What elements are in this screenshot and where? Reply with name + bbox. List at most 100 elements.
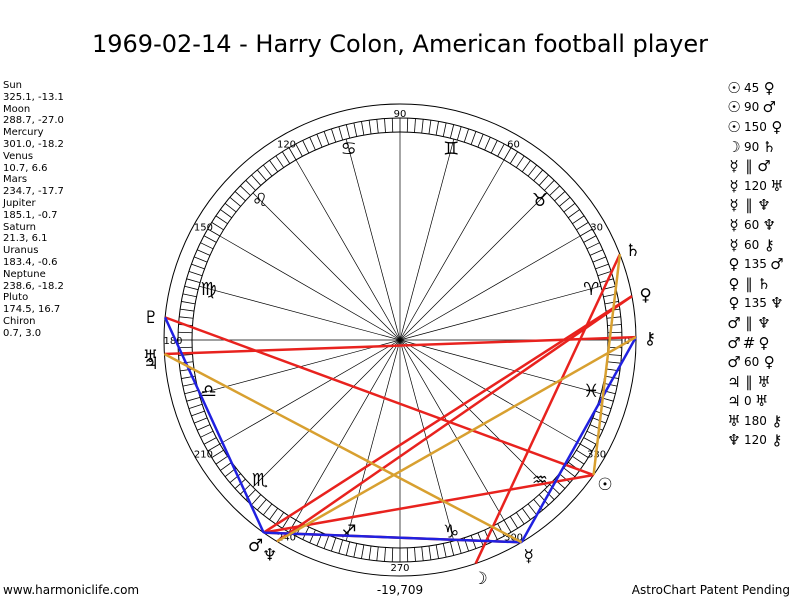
aspect-planet-glyph: ♄ [757,274,771,293]
degree-tick [234,191,246,202]
aspect-planet-glyph: ☉ [727,78,741,97]
patent-notice: AstroChart Patent Pending [631,583,790,597]
degree-tick [515,155,525,168]
degree-tick [456,126,462,141]
radial-line [345,138,401,341]
degree-tick [194,256,208,263]
radial-line [345,339,401,542]
aspect-planet-glyph: ♆ [757,196,771,215]
aspect-line [164,316,594,477]
planet-glyph: ☉ [597,475,612,495]
aspect-row: ☉ 150 ♀ [727,117,784,137]
degree-tick [515,512,525,525]
zodiac-sign-glyph: ♑ [443,521,459,542]
aspect-angle: 90 [744,139,760,154]
degree-tick [207,443,221,452]
degree-tick [282,151,291,164]
degree-tick [589,424,603,431]
degree-tick [184,389,199,395]
degree-label: 60 [507,139,520,150]
aspect-planet-glyph: ♀ [728,255,740,274]
aspect-line [163,316,265,534]
degree-tick [589,249,603,256]
planet-glyph: ☽ [473,569,488,589]
degree-tick [563,203,576,213]
degree-tick [533,169,544,181]
aspect-angle: 120 [744,433,767,448]
degree-tick [184,285,199,291]
zodiac-sign-glyph: ♉ [532,190,548,211]
degree-tick [554,191,566,202]
planet-glyph: ♂ [248,536,263,556]
degree-tick [607,354,622,356]
aspect-row: ♃ ∥ ♅ [727,372,784,392]
degree-tick [194,417,208,424]
degree-tick [477,532,484,546]
degree-tick [179,316,194,319]
aspect-line [262,295,633,534]
aspect-angle: 0 [744,394,752,409]
aspect-planet-glyph: ♄ [762,137,776,156]
degree-tick [229,473,241,484]
planet-position: 174.5, 16.7 [3,304,61,316]
degree-tick [470,535,477,549]
planet-glyph: ♆ [262,545,277,565]
planet-glyph: ♀ [639,286,651,306]
degree-tick [538,174,549,186]
planet-position: 0.7, 3.0 [3,327,42,339]
aspect-planet-glyph: ♆ [762,215,776,234]
degree-tick [295,143,303,157]
aspect-angle: 150 [744,119,767,134]
degree-tick [191,263,205,270]
degree-tick [456,539,462,554]
radial-line [399,339,602,395]
degree-tick [463,128,469,143]
degree-tick [203,235,217,243]
degree-tick [597,271,612,277]
degree-tick [186,396,201,402]
aspect-planet-glyph: ♆ [770,294,784,313]
website-link[interactable]: www.harmoniclife.com [3,583,140,597]
degree-tick [263,164,273,177]
zodiac-sign-glyph: ♈ [583,279,599,300]
degree-label: 240 [277,533,296,544]
planet-name: Jupiter [3,197,36,209]
aspect-planet-glyph: ♂ [727,333,741,352]
degree-tick [309,137,316,151]
zodiac-sign-glyph: ♒ [532,470,548,491]
aspect-planet-glyph: ♆ [757,313,771,332]
degree-tick [559,196,571,207]
planet-name: Mars [3,174,28,186]
aspect-planet-glyph: ♃ [727,392,741,411]
planet-glyph: ♅ [143,347,158,367]
degree-tick [503,519,512,533]
degree-tick [203,437,217,445]
radial-line [295,339,401,521]
degree-tick [251,174,262,186]
degree-tick [477,134,484,148]
radial-line [399,339,505,521]
radial-line [399,138,455,341]
degree-tick [597,403,612,409]
radial-line [399,192,548,341]
degree-tick [559,473,571,484]
planet-glyph: ☿ [524,546,534,566]
aspect-planet-glyph: ♂ [727,353,741,372]
degree-tick [251,494,262,506]
aspect-planet-glyph: ⚷ [771,431,783,450]
zodiac-sign-glyph: ♍ [201,279,217,300]
aspect-planet-glyph: ♀ [771,117,783,136]
degree-tick [421,119,424,134]
aspect-angle: ∥ [745,372,753,391]
planet-name: Moon [3,103,31,115]
degree-tick [197,424,211,431]
aspect-row: ☽ 90 ♄ [727,137,784,157]
zodiac-sign-glyph: ♐ [341,521,357,542]
aspect-row: ☿ 60 ♆ [727,215,784,235]
aspect-angle: 60 [744,217,760,232]
degree-tick [316,134,323,148]
degree-tick [338,539,344,554]
degree-tick [282,516,291,529]
degree-tick [211,222,224,231]
aspect-row: ☉ 90 ♂ [727,98,784,118]
